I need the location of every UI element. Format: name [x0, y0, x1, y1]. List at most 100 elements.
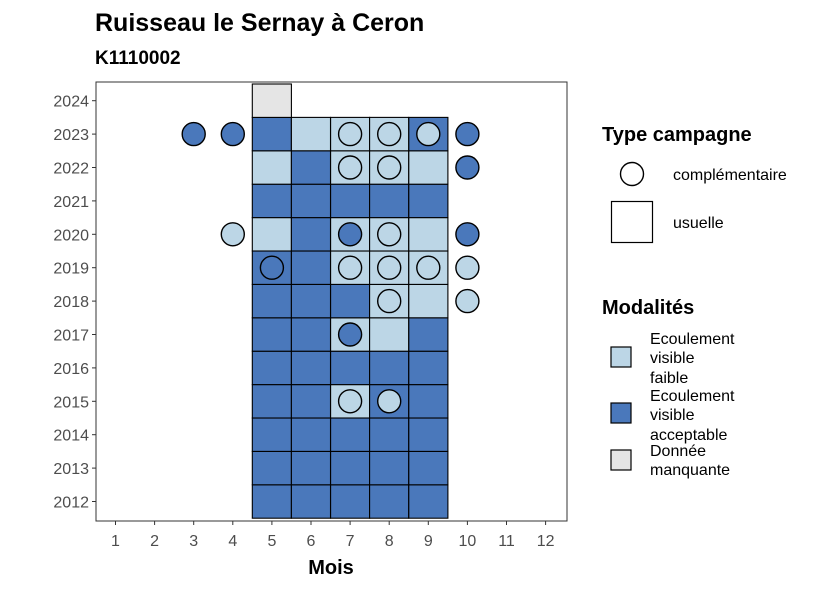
point-2020-10	[455, 222, 480, 247]
cell-2012-7	[330, 484, 371, 519]
legend-circle-key	[619, 161, 645, 187]
point-2022-8	[377, 155, 402, 180]
cell-2015-6	[290, 384, 332, 419]
cell-2016-8	[369, 350, 410, 386]
point-2019-8	[377, 255, 402, 280]
cell-2022-5	[251, 150, 292, 185]
y-tick-label: 2016	[53, 361, 89, 378]
cell-2017-9	[408, 317, 449, 352]
cell-2021-8	[369, 183, 410, 219]
legend-mod-label: visible	[650, 407, 695, 424]
y-tick-label: 2012	[53, 495, 89, 512]
cell-2013-5	[251, 450, 292, 486]
y-tick-label: 2014	[53, 428, 89, 445]
x-tick-label: 4	[228, 533, 237, 550]
x-axis-title: Mois	[308, 557, 354, 579]
cell-2020-6	[290, 217, 332, 252]
cell-2016-5	[251, 350, 292, 386]
cell-2022-9	[408, 150, 449, 185]
x-tick-label: 1	[111, 533, 120, 550]
point-2019-9	[416, 255, 441, 280]
cell-2018-5	[251, 283, 292, 319]
legend-key-faible	[610, 346, 632, 368]
cell-2012-9	[408, 484, 449, 519]
cell-2022-6	[290, 150, 332, 185]
cell-2016-7	[330, 350, 371, 386]
legend-mod-label: Donnée	[650, 443, 706, 460]
chart-title: Ruisseau le Sernay à Ceron	[95, 9, 424, 37]
y-axis: 2012 2013 2014 2015 2016 2017 2018 2019 2020 2021…	[53, 94, 96, 512]
legend-key-manquante	[610, 449, 632, 471]
cells-layer	[251, 83, 449, 519]
legend-type-campagne: Type campagne complémentaire usuelle	[602, 124, 787, 244]
y-tick-label: 2017	[53, 328, 89, 345]
legend-mod-label: manquante	[650, 462, 730, 479]
x-tick-label: 7	[346, 533, 355, 550]
cell-2014-6	[290, 417, 332, 452]
point-2015-8	[377, 389, 402, 414]
cell-2021-5	[251, 183, 292, 219]
point-2023-9	[416, 121, 441, 147]
cell-2012-8	[369, 484, 410, 519]
point-2019-10	[455, 255, 480, 280]
legend-square-key	[610, 200, 654, 244]
point-2018-8	[377, 288, 402, 314]
point-2019-7	[337, 255, 363, 280]
x-tick-label: 12	[537, 533, 555, 550]
legend-type-title: Type campagne	[602, 124, 752, 146]
point-2023-4	[220, 121, 246, 147]
cell-2014-9	[408, 417, 449, 452]
point-2017-7	[337, 322, 363, 347]
x-tick-label: 10	[459, 533, 477, 550]
point-2020-4	[220, 222, 246, 247]
cell-2014-8	[369, 417, 410, 452]
cell-2015-5	[251, 384, 292, 419]
cell-2021-6	[290, 183, 332, 219]
legend-mod-label: visible	[650, 350, 695, 367]
cell-2013-7	[330, 450, 371, 486]
cell-2013-9	[408, 450, 449, 486]
cell-2019-6	[290, 250, 332, 285]
x-tick-label: 11	[498, 533, 515, 550]
y-tick-label: 2019	[53, 261, 89, 278]
legend-mod-label: Ecoulement	[650, 331, 735, 348]
y-tick-label: 2013	[53, 461, 89, 478]
cell-2024-5	[251, 83, 292, 118]
cell-2013-6	[290, 450, 332, 486]
point-2022-10	[455, 155, 480, 180]
point-2023-7	[337, 121, 363, 147]
cell-2016-9	[408, 350, 449, 386]
cell-2017-8	[369, 317, 410, 352]
legend-modalites: Modalités EcoulementvisiblefaibleEcoulem…	[602, 297, 735, 479]
legend-mod-label: Ecoulement	[650, 388, 735, 405]
y-tick-label: 2015	[53, 394, 89, 411]
point-2023-10	[455, 121, 480, 147]
cell-2021-9	[408, 183, 449, 219]
y-tick-label: 2021	[53, 194, 89, 211]
cell-2020-5	[251, 217, 292, 252]
cell-2020-9	[408, 217, 449, 252]
x-tick-label: 8	[385, 533, 394, 550]
point-2020-8	[377, 222, 402, 247]
cell-2018-6	[290, 283, 332, 319]
x-axis: 1 2 3 4 5 6 7 8 9 10 11 12	[111, 521, 555, 550]
x-tick-label: 9	[424, 533, 433, 550]
y-tick-label: 2018	[53, 294, 89, 311]
cell-2018-9	[408, 283, 449, 319]
cell-2017-5	[251, 317, 292, 352]
x-tick-label: 5	[267, 533, 276, 550]
cell-2012-5	[251, 484, 292, 519]
cell-2013-8	[369, 450, 410, 486]
cell-2014-7	[330, 417, 371, 452]
cell-2017-6	[290, 317, 332, 352]
points-layer	[181, 121, 480, 414]
cell-2021-7	[330, 183, 371, 219]
y-tick-label: 2024	[53, 94, 89, 111]
cell-2012-6	[290, 484, 332, 519]
legend-type-label: usuelle	[673, 215, 724, 232]
point-2015-7	[337, 389, 363, 414]
cell-2015-9	[408, 384, 449, 419]
chart-subtitle: K1110002	[95, 48, 181, 69]
point-2019-5	[259, 255, 285, 280]
